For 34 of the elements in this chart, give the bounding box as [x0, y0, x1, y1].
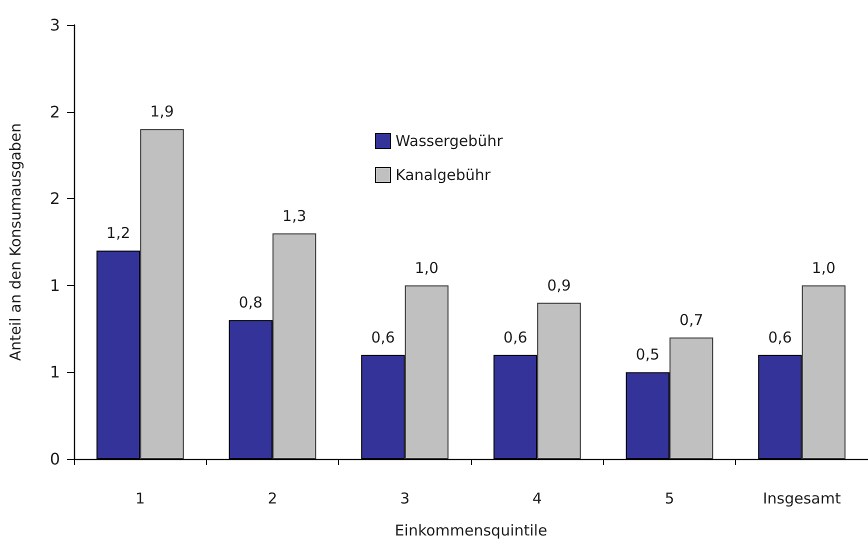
data-label: 0,5	[636, 346, 660, 364]
y-tick-label: 2	[50, 102, 60, 122]
legend-label: Kanalgebühr	[396, 166, 492, 184]
legend-label: Wassergebühr	[396, 132, 504, 150]
bar	[537, 302, 581, 459]
data-label: 1,9	[150, 102, 174, 121]
data-label: 1,0	[414, 258, 439, 277]
y-axis-title: Anteil an den Konsumausgaben	[6, 123, 24, 361]
data-label: 1,2	[106, 224, 130, 242]
data-label: 0,8	[238, 294, 263, 312]
x-tick-label: 1	[135, 490, 145, 508]
data-label: 1,0	[812, 258, 836, 277]
bar	[404, 285, 449, 459]
x-tick-label: 4	[532, 490, 542, 508]
x-tick-label: Insgesamt	[762, 490, 841, 508]
y-tick-label: 3	[50, 16, 60, 34]
data-label: 0,9	[547, 276, 571, 294]
x-tick-label: 5	[664, 490, 674, 508]
y-tick-label: 0	[50, 450, 60, 468]
y-tick-label: 1	[50, 362, 60, 382]
bar	[272, 233, 316, 459]
data-label: 0,6	[371, 328, 395, 346]
x-axis-title: Einkommensquintile	[394, 522, 548, 540]
bar	[670, 337, 714, 459]
bar	[802, 285, 846, 459]
data-label: 0,6	[503, 328, 528, 346]
x-tick-label: 2	[268, 490, 278, 508]
data-label: 1,3	[282, 206, 306, 225]
bar	[140, 129, 184, 459]
x-tick-label: 3	[400, 490, 410, 508]
data-label: 0,6	[768, 328, 792, 346]
data-label: 0,7	[679, 310, 704, 329]
y-tick-label: 2	[50, 189, 60, 208]
y-tick-label: 1	[50, 276, 60, 295]
